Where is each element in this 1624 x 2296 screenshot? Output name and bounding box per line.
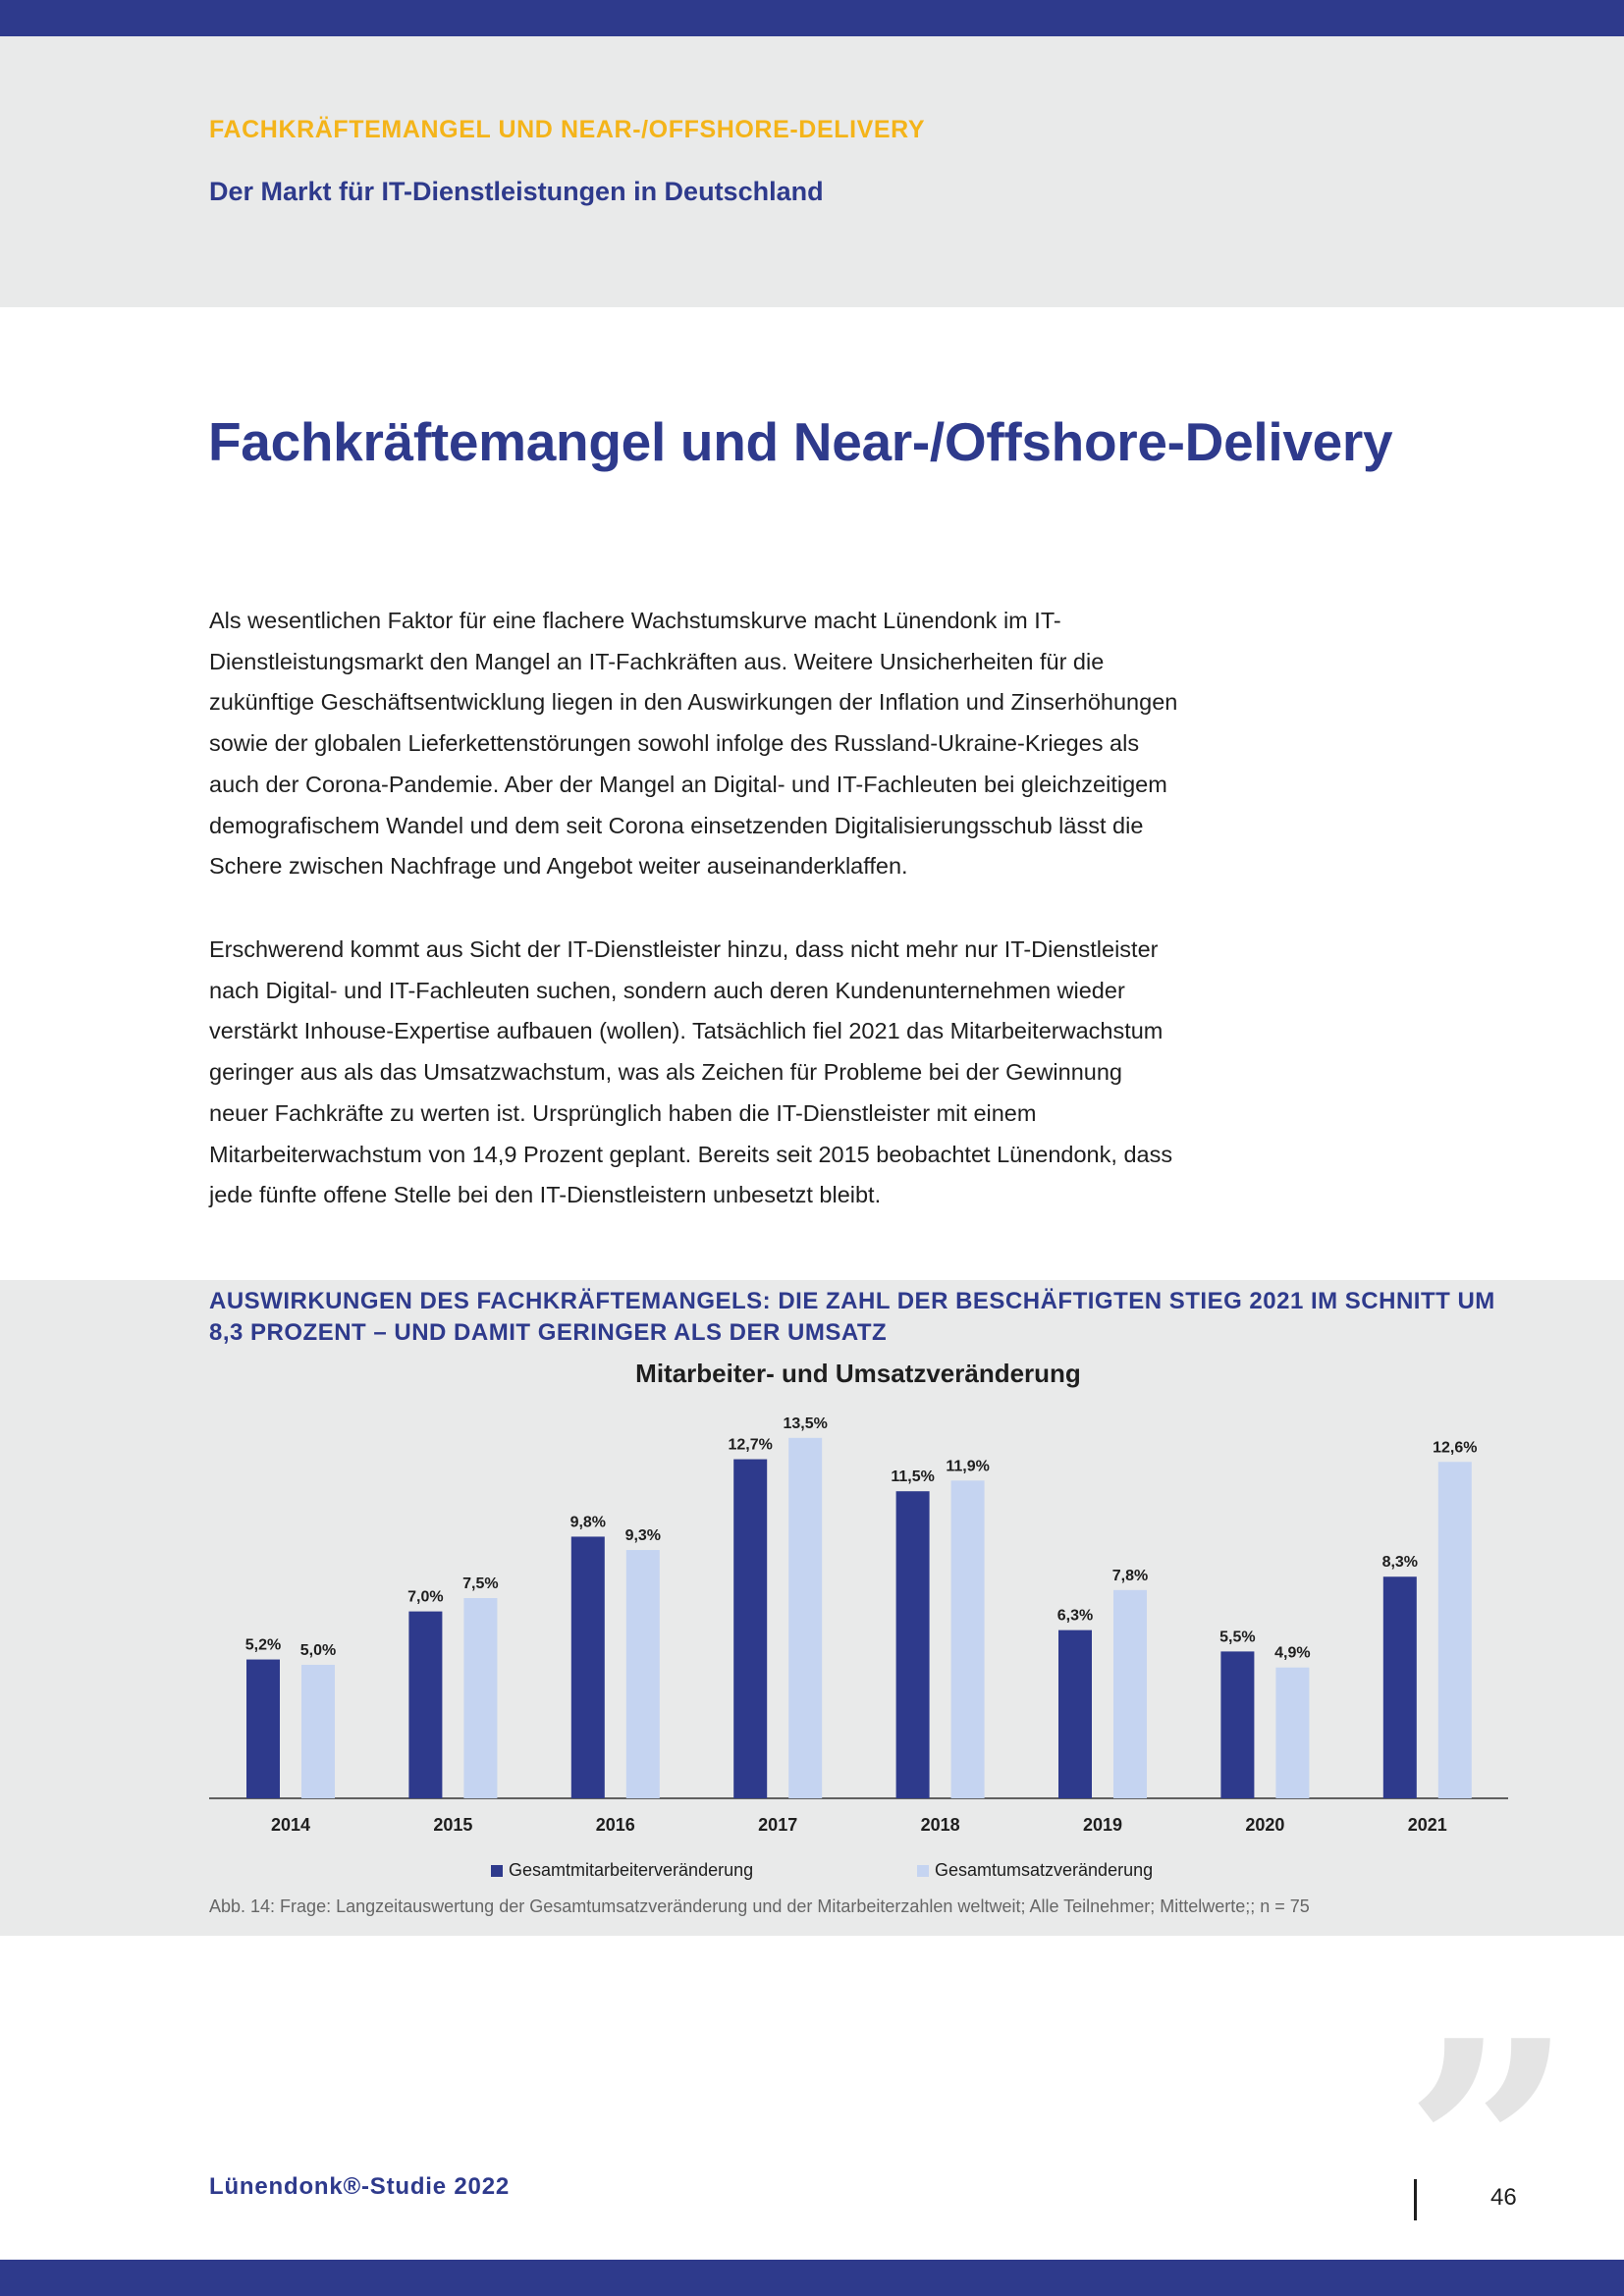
data-label-umsatz-2019: 7,8% bbox=[1112, 1568, 1148, 1584]
legend-label-umsatz: Gesamtumsatzveränderung bbox=[935, 1860, 1153, 1880]
bar-chart: 5,2% 5,0% 2014 7,0% 7,5% 2015 9,8% 9,3% 2016 12,7… bbox=[209, 1415, 1508, 1880]
data-label-umsatz-2021: 12,6% bbox=[1433, 1439, 1477, 1456]
figure-heading: Auswirkungen des Fachkräftemangels: Die … bbox=[209, 1288, 1495, 1346]
header-band bbox=[0, 36, 1624, 307]
bar-umsatz-2017 bbox=[788, 1437, 823, 1798]
legend-swatch-mitarbeiter bbox=[491, 1865, 503, 1877]
data-label-umsatz-2017: 13,5% bbox=[784, 1415, 828, 1432]
bar-umsatz-2019 bbox=[1113, 1589, 1147, 1798]
data-label-mitarbeiter-2018: 11,5% bbox=[891, 1468, 934, 1485]
legend-label-mitarbeiter: Gesamtmitarbeiterveränderung bbox=[509, 1860, 753, 1880]
data-label-mitarbeiter-2020: 5,5% bbox=[1219, 1629, 1255, 1645]
page-title: Fachkräftemangel und Near-/Offshore-Deli… bbox=[208, 411, 1393, 472]
bar-umsatz-2014 bbox=[301, 1665, 335, 1798]
footer-divider bbox=[1414, 2179, 1417, 2220]
bar-mitarbeiter-2015 bbox=[408, 1611, 443, 1798]
bar-umsatz-2016 bbox=[625, 1550, 660, 1798]
bottom-accent-bar bbox=[0, 2260, 1624, 2296]
bar-umsatz-2021 bbox=[1437, 1462, 1472, 1798]
x-tick-label-2018: 2018 bbox=[921, 1815, 960, 1835]
data-label-mitarbeiter-2021: 8,3% bbox=[1382, 1554, 1418, 1571]
x-tick-label-2021: 2021 bbox=[1408, 1815, 1447, 1835]
figure-caption: Abb. 14: Frage: Langzeitauswertung der G… bbox=[209, 1896, 1310, 1916]
body-paragraph-1: Als wesentlichen Faktor für eine flacher… bbox=[209, 608, 1178, 880]
x-tick-label-2019: 2019 bbox=[1083, 1815, 1122, 1835]
data-label-umsatz-2014: 5,0% bbox=[300, 1642, 336, 1659]
bar-mitarbeiter-2020 bbox=[1220, 1651, 1255, 1798]
data-label-mitarbeiter-2019: 6,3% bbox=[1057, 1608, 1093, 1625]
data-label-mitarbeiter-2015: 7,0% bbox=[407, 1589, 443, 1606]
bar-umsatz-2018 bbox=[950, 1480, 985, 1798]
data-label-mitarbeiter-2014: 5,2% bbox=[245, 1637, 281, 1654]
bar-umsatz-2015 bbox=[463, 1598, 498, 1798]
x-tick-label-2017: 2017 bbox=[758, 1815, 797, 1835]
data-label-mitarbeiter-2017: 12,7% bbox=[729, 1437, 773, 1454]
data-label-umsatz-2018: 11,9% bbox=[946, 1458, 989, 1474]
quote-mark-decoration: ” bbox=[1404, 1976, 1574, 2296]
section-subtitle: Der Markt für IT-Dienstleistungen in Deu… bbox=[209, 177, 824, 206]
top-accent-bar bbox=[0, 0, 1624, 36]
page-number: 46 bbox=[1490, 2184, 1517, 2211]
body-paragraph-2: Erschwerend kommt aus Sicht der IT-Diens… bbox=[209, 936, 1173, 1208]
data-label-umsatz-2016: 9,3% bbox=[625, 1527, 661, 1544]
bar-umsatz-2020 bbox=[1275, 1667, 1310, 1798]
bar-mitarbeiter-2016 bbox=[570, 1536, 605, 1798]
x-tick-label-2014: 2014 bbox=[271, 1815, 310, 1835]
chart-title: Mitarbeiter- und Umsatzveränderung bbox=[635, 1359, 1081, 1388]
footer-brand: Lünendonk®-Studie 2022 bbox=[209, 2173, 510, 2200]
x-tick-label-2015: 2015 bbox=[433, 1815, 472, 1835]
data-label-umsatz-2020: 4,9% bbox=[1274, 1645, 1310, 1662]
x-tick-label-2020: 2020 bbox=[1245, 1815, 1284, 1835]
data-label-mitarbeiter-2016: 9,8% bbox=[570, 1514, 606, 1530]
section-kicker: FACHKRÄFTEMANGEL UND NEAR-/OFFSHORE-DELI… bbox=[209, 116, 926, 143]
legend-swatch-umsatz bbox=[917, 1865, 929, 1877]
x-tick-label-2016: 2016 bbox=[596, 1815, 635, 1835]
data-label-umsatz-2015: 7,5% bbox=[462, 1575, 498, 1592]
bar-mitarbeiter-2021 bbox=[1382, 1576, 1417, 1798]
bar-mitarbeiter-2017 bbox=[733, 1459, 768, 1798]
bar-mitarbeiter-2019 bbox=[1058, 1629, 1092, 1798]
bar-mitarbeiter-2018 bbox=[895, 1491, 930, 1798]
bar-mitarbeiter-2014 bbox=[246, 1659, 280, 1798]
